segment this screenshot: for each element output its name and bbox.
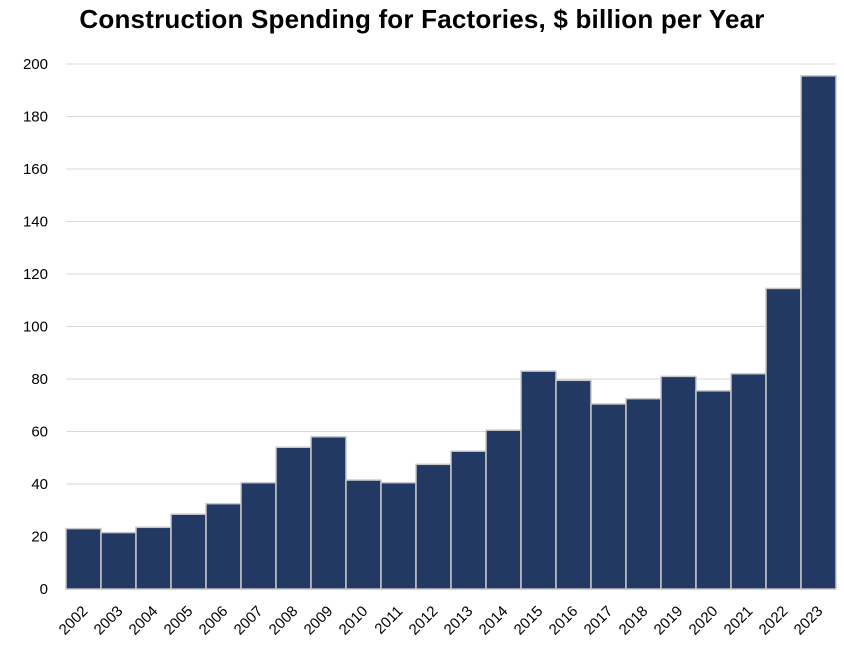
- bar-2016: [555, 379, 592, 590]
- x-tick-label: 2020: [686, 603, 722, 639]
- bar-2014: [485, 429, 522, 590]
- x-tick-label: 2021: [721, 603, 757, 639]
- x-tick-label: 2022: [756, 603, 792, 639]
- y-tick-label: 20: [31, 529, 48, 546]
- x-tick-label: 2012: [406, 603, 442, 639]
- bar-2022: [765, 287, 802, 590]
- bar-2006: [205, 502, 242, 590]
- bar-2019: [660, 375, 697, 590]
- x-axis-ticks: 2002 2003 2004 2005 2006 2007 2008 2009 2010 2011…: [56, 588, 836, 639]
- x-tick-label: 2014: [476, 603, 512, 639]
- y-tick-label: 160: [23, 161, 48, 178]
- bar-2003: [100, 531, 137, 590]
- y-tick-label: 60: [31, 424, 48, 441]
- bar-2011: [380, 481, 417, 590]
- bar-2023: [800, 75, 837, 590]
- x-tick-label: 2010: [336, 603, 372, 639]
- bar-2017: [590, 403, 627, 590]
- x-tick-label: 2013: [441, 603, 477, 639]
- x-tick-label: 2017: [581, 603, 617, 639]
- bar-2009: [310, 436, 347, 590]
- y-tick-label: 0: [40, 581, 48, 598]
- bar-2020: [695, 390, 732, 590]
- x-tick-label: 2023: [791, 603, 827, 639]
- y-tick-label: 80: [31, 371, 48, 388]
- bar-2005: [170, 513, 207, 590]
- x-tick-label: 2011: [371, 603, 406, 638]
- bar-2010: [345, 479, 382, 590]
- bar-2015: [520, 370, 557, 590]
- y-tick-label: 200: [23, 56, 48, 73]
- x-tick-label: 2004: [126, 603, 162, 639]
- x-tick-label: 2018: [616, 603, 652, 639]
- x-tick-label: 2009: [301, 603, 337, 639]
- x-tick-label: 2006: [196, 603, 232, 639]
- x-tick-label: 2002: [56, 603, 92, 639]
- bar-2004: [135, 526, 172, 590]
- y-axis-ticks: 0 20 40 60 80 100 120 140 160 180 200: [23, 56, 48, 598]
- x-tick-label: 2015: [511, 603, 547, 639]
- bar-2002: [65, 527, 102, 590]
- bars: [65, 75, 837, 590]
- y-tick-label: 100: [23, 319, 48, 336]
- y-tick-label: 180: [23, 109, 48, 126]
- bar-2012: [415, 463, 452, 590]
- y-tick-label: 140: [23, 214, 48, 231]
- y-tick-label: 120: [23, 266, 48, 283]
- bar-2018: [625, 397, 662, 590]
- x-tick-label: 2003: [91, 603, 127, 639]
- chart-title: Construction Spending for Factories, $ b…: [79, 4, 765, 34]
- x-tick-label: 2016: [546, 603, 582, 639]
- bar-2013: [450, 450, 487, 590]
- bar-2007: [240, 481, 277, 590]
- bar-2008: [275, 446, 312, 590]
- x-tick-label: 2007: [231, 603, 267, 639]
- x-tick-label: 2005: [161, 603, 197, 639]
- bar-2021: [730, 373, 767, 590]
- x-tick-label: 2019: [651, 603, 687, 639]
- x-tick-label: 2008: [266, 603, 302, 639]
- y-tick-label: 40: [31, 476, 48, 493]
